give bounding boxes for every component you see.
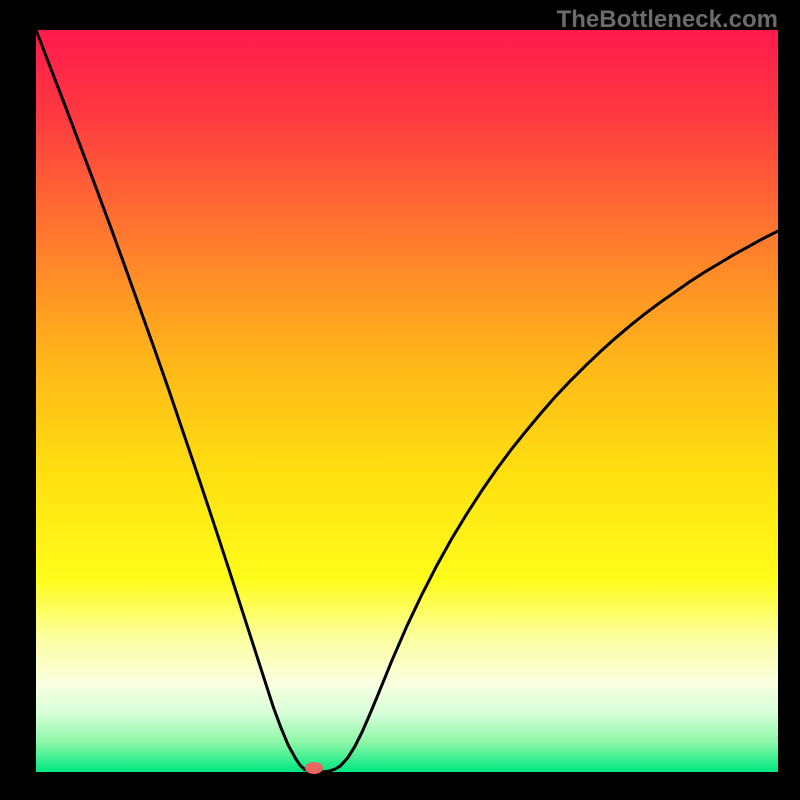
chart-container: TheBottleneck.com	[0, 0, 800, 800]
bottleneck-curve	[36, 30, 778, 772]
curve-layer	[0, 0, 800, 800]
